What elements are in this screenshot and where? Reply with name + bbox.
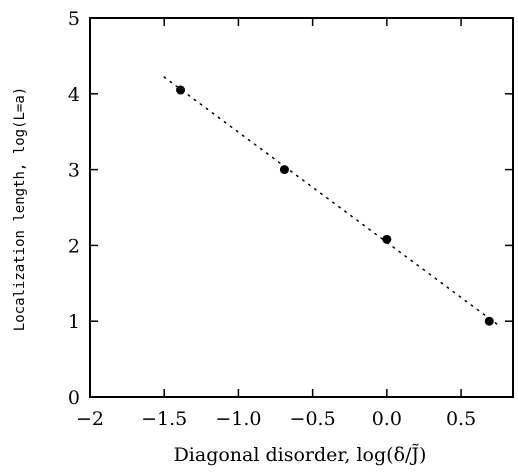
x-axis-ticks: −2 −1.5 −1.0 −0.5 0.0 0.5: [76, 18, 476, 430]
x-tick-label: −1.5: [141, 408, 187, 430]
fit-line: [163, 76, 499, 326]
y-tick-label: 0: [68, 387, 80, 409]
data-point: [484, 316, 494, 326]
x-tick-label: 0.0: [372, 408, 402, 430]
x-tick-label: 0.5: [446, 408, 476, 430]
y-tick-label: 1: [68, 311, 80, 333]
x-axis-label: Diagonal disorder, log(δ/J̃): [174, 444, 427, 466]
plot-frame: [89, 17, 514, 398]
y-tick-label: 5: [68, 8, 80, 30]
y-tick-label: 3: [68, 160, 80, 182]
y-tick-label: 4: [68, 84, 80, 106]
fit-line-group: [163, 76, 499, 326]
x-tick-label: −1.0: [215, 408, 261, 430]
data-point: [382, 234, 392, 244]
x-tick-label: −2: [76, 408, 104, 430]
y-tick-label: 2: [68, 235, 80, 257]
x-tick-label: −0.5: [290, 408, 336, 430]
data-point: [176, 85, 186, 95]
data-points: [176, 85, 494, 326]
y-axis-ticks: 0 1 2 3 4 5: [68, 8, 513, 409]
data-point: [279, 165, 289, 175]
y-axis-label: Localization length, log(L=a): [12, 87, 28, 331]
plot-border: [89, 17, 514, 398]
